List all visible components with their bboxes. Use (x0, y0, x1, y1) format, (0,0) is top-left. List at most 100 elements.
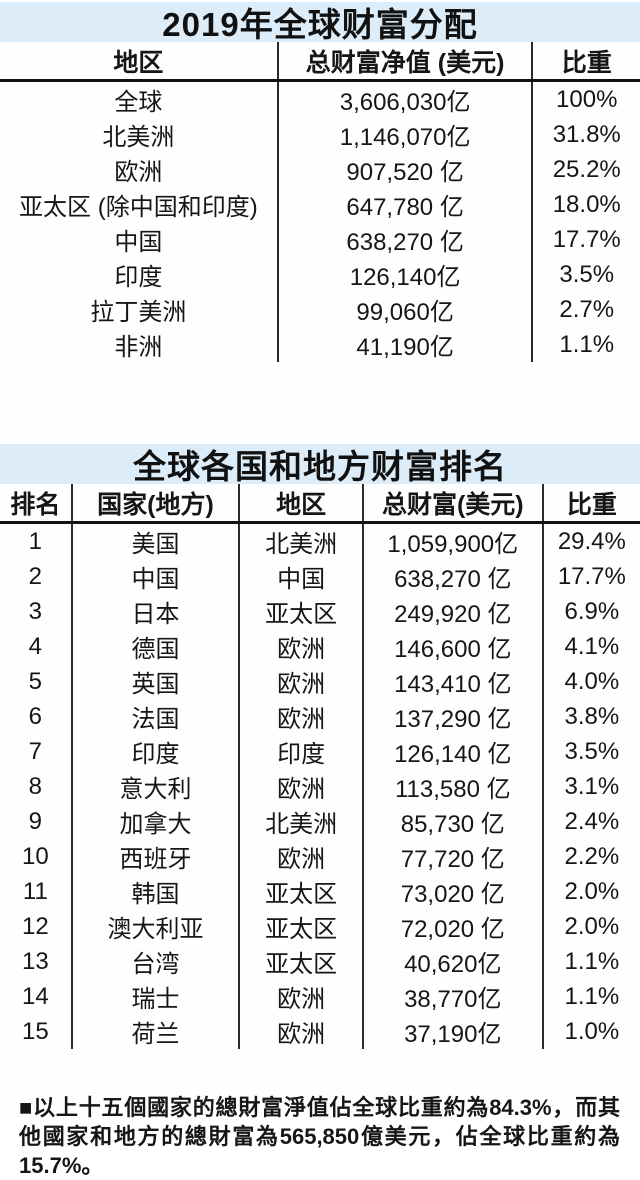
table-cell: 全球 (0, 80, 279, 117)
table-cell: 31.8% (552, 120, 621, 148)
table-row: 7 印度 印度 126,140 亿 3.5% (0, 734, 640, 769)
column-header-region: 地区 (0, 42, 279, 82)
table-row: 5 英国 欧洲 143,410 亿 4.0% (0, 664, 640, 699)
wealth-ranking-title: 全球各国和地方财富排名 (0, 444, 640, 485)
table-cell: 德国 (71, 629, 241, 664)
table-cell: 1 (0, 522, 73, 559)
table-cell: 15 (0, 1014, 73, 1049)
table-cell: 8 (0, 769, 73, 804)
table-cell: 亚太区 (239, 944, 364, 979)
wealth-distribution-table: 地区 总财富净值 (美元) 比重 全球 3,606,030亿 100% 北美洲 1,14… (0, 42, 640, 362)
table-cell: 2.0% (564, 912, 620, 940)
table-cell: 37,190亿 (362, 1014, 544, 1049)
table-cell: 638,270 亿 (277, 222, 534, 257)
table-cell: 10 (0, 839, 73, 874)
table-cell: 73,020 亿 (362, 874, 544, 909)
table-cell: 18.0% (552, 190, 621, 218)
table-cell: 美国 (71, 522, 241, 559)
table-cell: 加拿大 (71, 804, 241, 839)
column-header-share: 比重 (542, 484, 640, 524)
table-cell: 11 (0, 874, 73, 909)
table-cell: 100% (556, 85, 618, 113)
table-row: 11 韩国 亚太区 73,020 亿 2.0% (0, 874, 640, 909)
wealth-ranking-section: 全球各国和地方财富排名 排名 国家(地方) 地区 总财富(美元) 比重 1 美国北… (0, 444, 640, 1049)
table-header: 地区 总财富净值 (美元) 比重 (0, 42, 640, 82)
table-cell: 907,520 亿 (277, 152, 534, 187)
table-cell: 1.1% (564, 947, 620, 975)
table-row: 2 中国 中国 638,270 亿 17.7% (0, 559, 640, 594)
table-cell: 英国 (71, 664, 241, 699)
column-header-region: 地区 (239, 484, 364, 524)
table-cell: 北美洲 (239, 522, 364, 559)
table-cell: 2.7% (559, 295, 615, 323)
table-cell: 9 (0, 804, 73, 839)
table-cell: 17.7% (557, 562, 626, 590)
table-cell: 3 (0, 594, 73, 629)
table-cell: 北美洲 (239, 804, 364, 839)
table-cell: 非洲 (0, 327, 279, 362)
table-cell: 1,146,070亿 (277, 117, 534, 152)
table-cell: 印度 (0, 257, 279, 292)
table-cell: 1.0% (564, 1017, 620, 1045)
table-row: 拉丁美洲 99,060亿 2.7% (0, 292, 640, 327)
table-row: 全球 3,606,030亿 100% (0, 80, 640, 117)
column-header-total-wealth: 总财富(美元) (362, 484, 544, 524)
table-cell: 北美洲 (0, 117, 279, 152)
table-row: 9 加拿大 北美洲 85,730 亿 2.4% (0, 804, 640, 839)
table-cell: 印度 (71, 734, 241, 769)
table-cell: 38,770亿 (362, 979, 544, 1014)
table-cell: 85,730 亿 (362, 804, 544, 839)
table-cell: 6 (0, 699, 73, 734)
table-cell: 法国 (71, 699, 241, 734)
table-cell: 4 (0, 629, 73, 664)
table-row: 亚太区 (除中国和印度) 647,780 亿 18.0% (0, 187, 640, 222)
table-row: 印度 126,140亿 3.5% (0, 257, 640, 292)
table-cell: 72,020 亿 (362, 909, 544, 944)
table-cell: 欧洲 (239, 1014, 364, 1049)
table-cell: 113,580 亿 (362, 769, 544, 804)
table-cell: 1.1% (559, 330, 615, 358)
table-cell: 欧洲 (239, 979, 364, 1014)
table-cell: 5 (0, 664, 73, 699)
table-cell: 中国 (239, 559, 364, 594)
table-row: 非洲 41,190亿 1.1% (0, 327, 640, 362)
table-cell: 4.1% (564, 632, 620, 660)
table-cell: 欧洲 (239, 629, 364, 664)
table-cell: 13 (0, 944, 73, 979)
table-cell: 亚太区 (239, 909, 364, 944)
table-row: 12 澳大利亚 亚太区 72,020 亿 2.0% (0, 909, 640, 944)
table-cell: 2.4% (564, 807, 620, 835)
table-row: 13 台湾 亚太区 40,620亿 1.1% (0, 944, 640, 979)
table-cell: 41,190亿 (277, 327, 534, 362)
table-cell: 瑞士 (71, 979, 241, 1014)
table-cell: 2.0% (564, 877, 620, 905)
table-cell: 14 (0, 979, 73, 1014)
section-spacer (0, 362, 640, 444)
table-cell: 拉丁美洲 (0, 292, 279, 327)
table-row: 1 美国 北美洲 1,059,900亿 29.4% (0, 522, 640, 559)
table-row: 北美洲 1,146,070亿 31.8% (0, 117, 640, 152)
table-cell: 126,140 亿 (362, 734, 544, 769)
table-cell: 1.1% (564, 982, 620, 1010)
table-row: 14 瑞士 欧洲 38,770亿 1.1% (0, 979, 640, 1014)
table-cell: 2 (0, 559, 73, 594)
table-row: 15 荷兰 欧洲 37,190亿 1.0% (0, 1014, 640, 1049)
table-cell: 12 (0, 909, 73, 944)
table-cell: 中国 (71, 559, 241, 594)
table-cell: 77,720 亿 (362, 839, 544, 874)
table-cell: 143,410 亿 (362, 664, 544, 699)
table-cell: 澳大利亚 (71, 909, 241, 944)
table-cell: 3.5% (559, 260, 615, 288)
table-cell: 欧洲 (239, 699, 364, 734)
table-cell: 亚太区 (除中国和印度) (0, 187, 279, 222)
table-cell: 638,270 亿 (362, 559, 544, 594)
table-cell: 25.2% (552, 155, 621, 183)
table-body: 1 美国 北美洲 1,059,900亿 29.4% 2 中国 中国 638,270 亿 17.7%… (0, 522, 640, 1049)
table-cell: 647,780 亿 (277, 187, 534, 222)
wealth-distribution-title: 2019年全球财富分配 (0, 2, 640, 43)
table-cell: 欧洲 (239, 769, 364, 804)
table-cell: 2.2% (564, 842, 620, 870)
table-cell: 3,606,030亿 (277, 80, 534, 117)
table-row: 10 西班牙 欧洲 77,720 亿 2.2% (0, 839, 640, 874)
